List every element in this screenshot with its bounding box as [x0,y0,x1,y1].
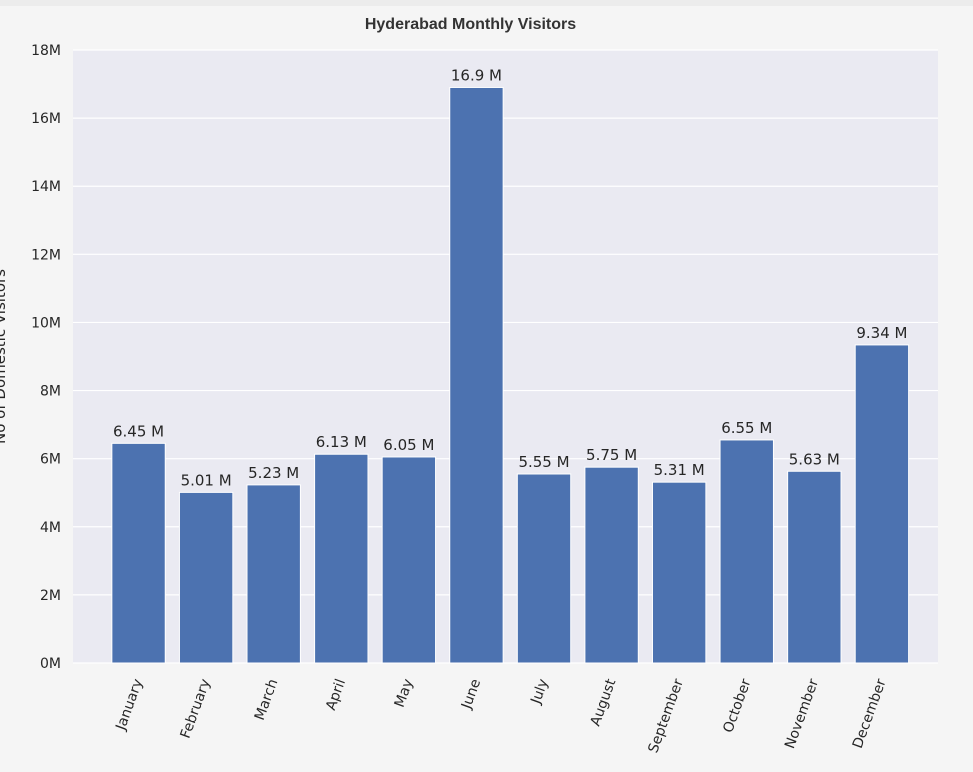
value-label: 5.63 M [789,450,840,468]
bars [111,86,910,664]
bar-june [449,86,504,664]
value-label: 6.55 M [721,419,772,437]
bar-september [651,481,707,664]
value-labels: 6.45 M 5.01 M 5.23 M 6.13 M 6.05 M 16.9 M 5.55… [113,66,907,489]
chart-title: Hyderabad Monthly Visitors [365,16,576,33]
y-tick-label: 4M [40,520,61,536]
bar-december [854,344,910,664]
bar-january [111,442,166,664]
bar-august [584,466,639,664]
x-tick-label: April [323,677,349,713]
y-tick-label: 14M [31,179,61,195]
y-tick-label: 8M [40,384,61,400]
bar-april [314,453,369,664]
x-tick-label: September [645,677,687,755]
x-tick-label: February [178,677,214,741]
bar-may [381,456,437,664]
bar-october [719,439,774,664]
x-axis-ticks: January February March April May June July Augu… [113,676,890,755]
top-strip [0,0,973,6]
bar-march [246,484,301,664]
x-tick-label: June [458,677,484,712]
bar-july [516,473,572,664]
x-tick-label: March [252,677,282,723]
bar-february [178,491,234,664]
value-label: 5.23 M [248,464,299,482]
y-axis-label: No of Domestic Visitors [0,269,9,444]
y-tick-label: 0M [40,656,61,672]
y-tick-label: 10M [31,315,61,331]
y-axis-ticks: 0M 2M 4M 6M 8M 10M 12M 14M 16M 18M [31,43,61,672]
x-tick-label: August [588,676,620,728]
y-tick-label: 18M [31,43,61,59]
value-label: 9.34 M [856,324,907,342]
y-tick-label: 2M [40,588,61,604]
value-label: 5.75 M [586,446,637,464]
y-tick-label: 6M [40,452,61,468]
y-tick-label: 12M [31,247,61,263]
bar-november [787,470,842,664]
value-label: 6.45 M [113,422,164,440]
value-label: 6.13 M [316,433,367,451]
x-tick-label: January [113,677,147,733]
x-tick-label: May [392,677,417,710]
x-tick-label: July [528,677,552,707]
y-tick-label: 16M [31,111,61,127]
value-label: 5.31 M [654,461,705,479]
value-label: 6.05 M [383,436,434,454]
value-label: 5.01 M [181,471,232,489]
value-label: 5.55 M [518,453,569,471]
value-label: 16.9 M [451,66,502,84]
x-tick-label: October [720,677,754,735]
x-tick-label: December [850,677,890,751]
x-tick-label: November [782,677,822,751]
